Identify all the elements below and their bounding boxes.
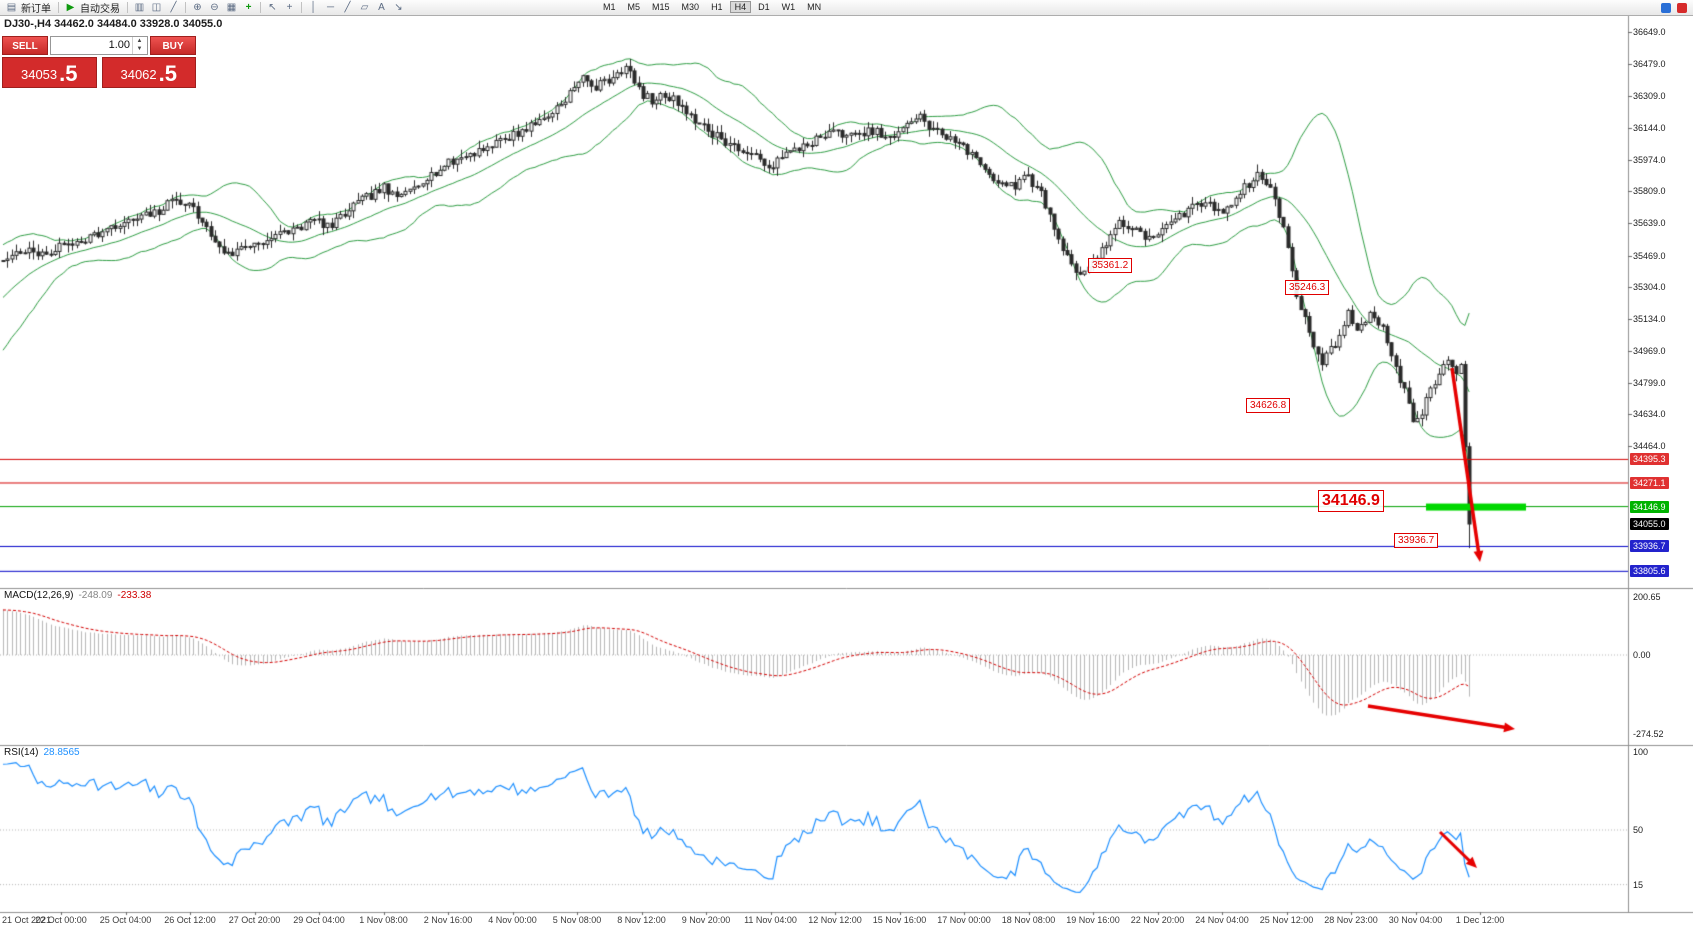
- macd-value: -248.09: [78, 590, 113, 601]
- vertical-line-tool-icon[interactable]: │: [310, 1, 317, 13]
- macd-signal-value: -233.38: [117, 590, 152, 601]
- timeframe-button-h4[interactable]: H4: [729, 1, 752, 13]
- volume-value: 1.00: [108, 39, 130, 51]
- timeframe-group: M1 M5 M15 M30 H1 H4 D1 W1 MN: [597, 1, 827, 14]
- buy-price-box[interactable]: 34062 .5: [101, 57, 196, 88]
- macd-indicator-label: MACD(12,26,9) -248.09 -233.38: [4, 590, 151, 601]
- chart-window: DJ30-,H4 34462.0 34484.0 33928.0 34055.0…: [0, 16, 1693, 932]
- auto-trading-label[interactable]: 自动交易: [80, 4, 120, 15]
- bar-chart-icon[interactable]: ▥: [134, 1, 145, 13]
- timeframe-button-w1[interactable]: W1: [781, 2, 796, 12]
- buy-price: 34062: [120, 67, 157, 82]
- timeframe-button-m30[interactable]: M30: [681, 2, 700, 12]
- news-icon[interactable]: [1677, 2, 1687, 13]
- add-indicator-icon[interactable]: +: [245, 1, 252, 13]
- volume-input[interactable]: 1.00 ▲ ▼: [50, 36, 148, 55]
- timeframe-button-d1[interactable]: D1: [758, 2, 770, 12]
- candlestick-chart-icon[interactable]: ◫: [151, 1, 162, 13]
- price-annotation-box[interactable]: 33936.7: [1394, 533, 1439, 548]
- toolbar-separator: [185, 2, 186, 13]
- cursor-icon[interactable]: ↖: [268, 1, 277, 13]
- timeframe-button-m1[interactable]: M1: [603, 2, 616, 12]
- price-annotation-box[interactable]: 34146.9: [1318, 490, 1384, 512]
- toolbar-separator: [260, 2, 261, 13]
- new-order-label[interactable]: 新订单: [21, 4, 51, 15]
- text-tool-icon[interactable]: A: [378, 1, 385, 13]
- volume-stepper[interactable]: ▲ ▼: [132, 37, 146, 54]
- sell-button[interactable]: SELL: [2, 36, 48, 55]
- sell-price: 34053: [20, 67, 58, 82]
- rsi-indicator-label: RSI(14) 28.8565: [4, 747, 80, 758]
- timeframe-button-h1[interactable]: H1: [711, 2, 723, 12]
- price-annotation-box[interactable]: 34626.8: [1246, 398, 1291, 413]
- auto-trading-icon[interactable]: ▶: [66, 1, 75, 13]
- toolbar-right-group: [1658, 2, 1690, 13]
- macd-name: MACD(12,26,9): [4, 590, 74, 601]
- toolbar-separator: [58, 2, 59, 13]
- rsi-value: 28.8565: [43, 747, 80, 758]
- timeframe-button-m15[interactable]: M15: [652, 2, 670, 12]
- trendline-tool-icon[interactable]: ╱: [344, 1, 351, 13]
- help-icon[interactable]: [1661, 2, 1671, 13]
- channel-tool-icon[interactable]: ▱: [360, 1, 369, 13]
- toolbar-separator: [301, 2, 302, 13]
- price-annotation-box[interactable]: 35361.2: [1088, 258, 1133, 273]
- sell-price-fraction: .5: [59, 61, 78, 86]
- new-order-icon[interactable]: ▤: [6, 1, 17, 13]
- one-click-trade-panel: SELL 1.00 ▲ ▼ BUY 34053 .5 34062 .5: [2, 36, 196, 88]
- arrow-tool-icon[interactable]: ↘: [394, 1, 403, 13]
- crosshair-icon[interactable]: +: [286, 1, 293, 13]
- buy-price-fraction: .5: [158, 61, 177, 86]
- horizontal-line-tool-icon[interactable]: ─: [326, 1, 335, 13]
- timeframe-button-mn[interactable]: MN: [807, 2, 822, 12]
- timeframe-button-m5[interactable]: M5: [627, 2, 641, 12]
- sell-price-box[interactable]: 34053 .5: [2, 57, 97, 88]
- zoom-in-icon[interactable]: ⊕: [193, 1, 202, 13]
- rsi-name: RSI(14): [4, 747, 39, 758]
- symbol-ohlc-header: DJ30-,H4 34462.0 34484.0 33928.0 34055.0: [4, 18, 223, 30]
- line-chart-icon[interactable]: ╱: [170, 1, 177, 13]
- chart-canvas[interactable]: [0, 16, 1693, 932]
- main-toolbar: ▤ 新订单 ▶ 自动交易 ▥ ◫ ╱ ⊕ ⊖ ▦ + ↖ + │ ─ ╱ ▱ A…: [0, 0, 1693, 16]
- price-annotation-box[interactable]: 35246.3: [1285, 280, 1330, 295]
- toolbar-separator: [127, 2, 128, 13]
- zoom-out-icon[interactable]: ⊖: [210, 1, 219, 13]
- tile-windows-icon[interactable]: ▦: [226, 1, 237, 13]
- buy-button[interactable]: BUY: [150, 36, 196, 55]
